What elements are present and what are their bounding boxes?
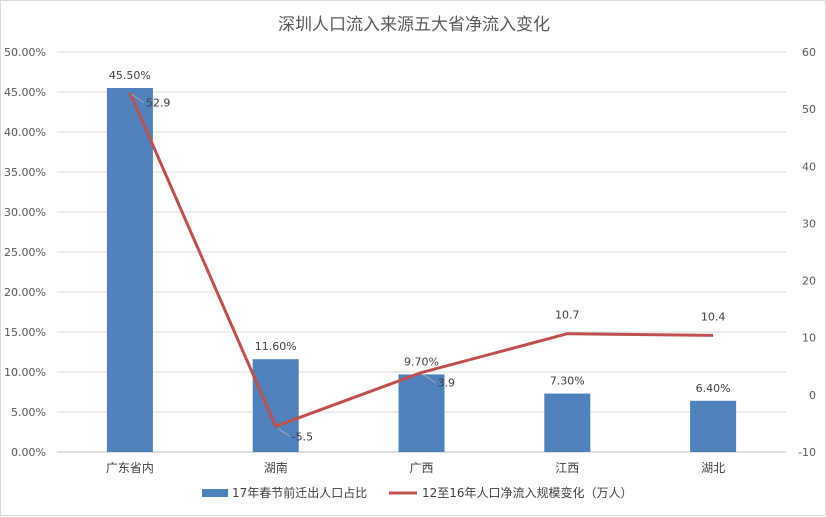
line-data-label: 10.4 (701, 310, 726, 323)
left-tick-label: 15.00% (4, 326, 46, 339)
left-tick-label: 40.00% (4, 126, 46, 139)
right-tick-label: 0 (809, 389, 816, 402)
bar (544, 393, 591, 452)
line-data-label: 3.9 (438, 377, 456, 390)
right-tick-label: 10 (802, 332, 816, 345)
bar-data-label: 11.60% (255, 340, 297, 353)
line-data-label: -5.5 (292, 430, 313, 443)
bar (690, 400, 737, 452)
right-tick-label: 20 (802, 275, 816, 288)
line-data-label: 52.9 (146, 97, 171, 110)
left-tick-label: 20.00% (4, 286, 46, 299)
right-tick-label: 30 (802, 217, 816, 230)
bar-series (106, 88, 737, 452)
category-label: 广东省内 (106, 461, 154, 475)
left-tick-label: 25.00% (4, 246, 46, 259)
right-tick-label: -10 (798, 446, 816, 459)
left-tick-label: 35.00% (4, 166, 46, 179)
left-tick-label: 45.00% (4, 86, 46, 99)
bar-data-labels: 45.50% 11.60% 9.70% 7.30% 6.40% (109, 69, 731, 395)
legend-bar-label: 17年春节前迁出人口占比 (232, 485, 367, 500)
legend-bar-swatch (202, 489, 228, 497)
category-label: 湖南 (264, 460, 288, 475)
category-label: 广西 (409, 461, 433, 475)
legend-line-label: 12至16年人口净流入规模变化（万人） (422, 485, 633, 500)
category-labels: 广东省内 湖南 广西 江西 湖北 (106, 460, 725, 475)
bar-data-label: 7.30% (550, 375, 585, 388)
left-axis-ticks: 0.00% 5.00% 10.00% 15.00% 20.00% 25.00% 30.00%… (4, 46, 46, 459)
leader-line (131, 94, 145, 103)
line-data-label: 10.7 (555, 309, 580, 322)
right-tick-label: 50 (802, 103, 816, 116)
left-tick-label: 30.00% (4, 206, 46, 219)
leader-line (423, 374, 436, 383)
legend: 17年春节前迁出人口占比 12至16年人口净流入规模变化（万人） (202, 485, 633, 500)
category-label: 湖北 (701, 460, 725, 475)
gridlines (57, 51, 786, 453)
category-label: 江西 (555, 461, 579, 475)
bar (252, 359, 299, 452)
left-tick-label: 10.00% (4, 366, 46, 379)
bar-data-label: 6.40% (696, 382, 731, 395)
line-series: 52.9 -5.5 3.9 10.7 10.4 (128, 91, 726, 443)
left-tick-label: 50.00% (4, 46, 46, 59)
right-tick-label: 40 (802, 160, 816, 173)
left-tick-label: 5.00% (11, 406, 46, 419)
bar-data-label: 9.70% (404, 355, 439, 368)
bar-data-label: 45.50% (109, 69, 151, 82)
chart-title: 深圳人口流入来源五大省净流入变化 (278, 15, 550, 35)
right-tick-label: 60 (802, 46, 816, 59)
right-axis-ticks: -10 0 10 20 30 40 50 60 (798, 46, 816, 459)
left-tick-label: 0.00% (11, 446, 46, 459)
leader-line (277, 427, 290, 437)
bar (398, 374, 445, 452)
series-line (128, 91, 714, 428)
bar (106, 88, 153, 452)
